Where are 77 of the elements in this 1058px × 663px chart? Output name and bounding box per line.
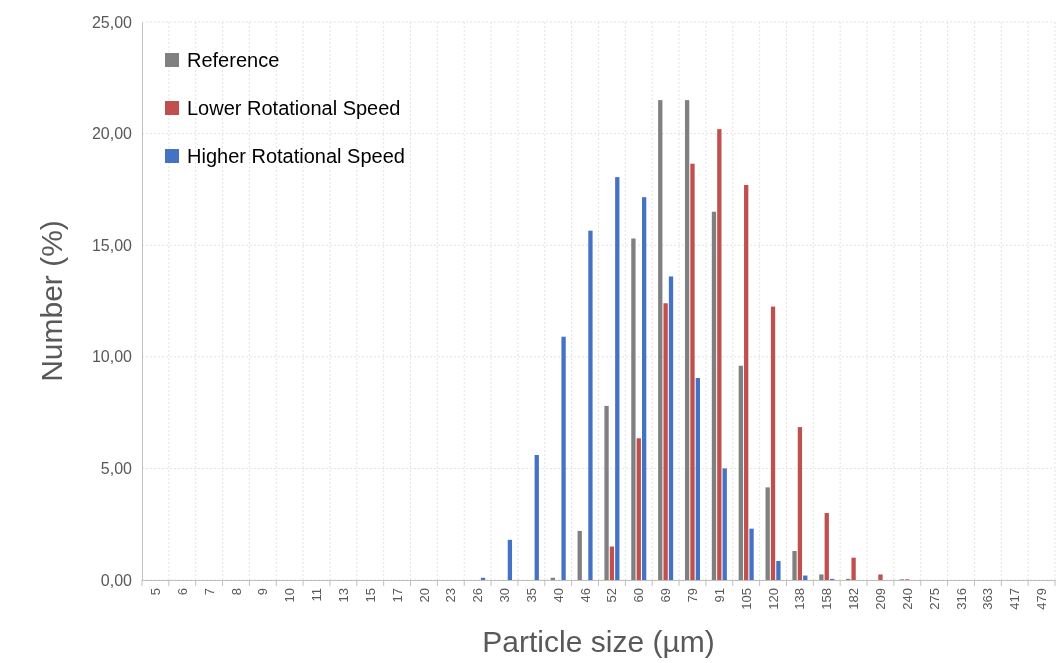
x-tick-label: 69: [658, 588, 674, 603]
bar: [668, 276, 674, 580]
x-tick-label: 52: [604, 588, 620, 603]
y-axis-title: Number (%): [35, 220, 68, 382]
bar: [658, 100, 663, 580]
bar: [636, 438, 641, 580]
bar: [631, 238, 636, 580]
x-tick-label: 9: [255, 588, 271, 596]
y-tick-label: 0,00: [100, 571, 133, 589]
bar: [534, 455, 539, 580]
bar: [749, 528, 754, 580]
x-tick-label: 91: [711, 588, 727, 603]
bar: [507, 539, 513, 580]
bar: [824, 513, 829, 580]
bar: [722, 468, 727, 580]
legend-label: Lower Rotational Speed: [187, 97, 401, 119]
x-tick-label: 23: [443, 588, 459, 603]
x-tick-label: 5: [147, 588, 163, 596]
x-tick-label: 275: [926, 588, 942, 610]
x-axis-title: Particle size (µm): [482, 625, 715, 658]
x-tick-label: 363: [980, 588, 996, 610]
x-tick-label: 209: [873, 588, 889, 610]
bar: [690, 163, 695, 580]
bar: [711, 211, 717, 580]
bar: [663, 303, 668, 580]
y-tick-label: 20,00: [91, 125, 133, 143]
bar: [561, 336, 566, 580]
x-tick-label: 30: [497, 588, 513, 603]
x-tick-label: 13: [335, 588, 351, 603]
x-tick-label: 417: [1007, 588, 1023, 610]
x-tick-label: 79: [685, 588, 701, 603]
x-tick-label: 158: [819, 588, 835, 610]
x-tick-label: 35: [523, 588, 539, 603]
y-tick-label: 5,00: [100, 460, 133, 478]
bar: [792, 550, 797, 580]
x-tick-label: 105: [738, 588, 754, 610]
bar: [717, 129, 722, 580]
bar: [604, 405, 609, 580]
x-tick-label: 11: [309, 588, 325, 602]
x-tick-label: 6: [174, 588, 190, 596]
x-tick-label: 240: [899, 588, 915, 610]
y-tick-label: 10,00: [91, 348, 133, 366]
bar: [851, 557, 856, 580]
bar: [776, 561, 781, 580]
bar: [577, 530, 582, 580]
y-tick-label: 15,00: [91, 236, 133, 254]
x-tick-label: 138: [792, 588, 808, 610]
bar: [588, 230, 593, 580]
x-tick-label: 316: [953, 588, 969, 610]
bar: [642, 197, 647, 580]
bar: [770, 306, 776, 580]
x-tick-label: 182: [846, 588, 862, 610]
x-tick-label: 40: [550, 588, 566, 603]
x-tick-label: 46: [577, 588, 593, 603]
x-tick-label: 17: [389, 588, 405, 603]
legend-label: Reference: [187, 49, 280, 71]
bar: [819, 574, 824, 580]
x-tick-label: 120: [765, 588, 781, 610]
bar: [738, 365, 743, 580]
x-tick-label: 60: [631, 588, 647, 603]
bar: [744, 184, 749, 580]
bar: [765, 487, 770, 580]
bar: [797, 427, 803, 580]
x-tick-label: 7: [201, 588, 217, 596]
x-tick-label: 26: [470, 588, 486, 603]
y-tick-label: 25,00: [91, 13, 133, 31]
x-tick-label: 10: [282, 588, 298, 603]
bar: [695, 378, 700, 580]
x-tick-label: 20: [416, 588, 432, 603]
bar: [878, 574, 883, 580]
x-tick-label: 15: [362, 588, 378, 603]
bar: [684, 100, 690, 580]
x-tick-label: 8: [228, 588, 244, 596]
x-tick-label: 479: [1034, 588, 1050, 610]
legend-label: Higher Rotational Speed: [187, 145, 405, 167]
bar: [609, 546, 615, 580]
bar: [615, 177, 620, 580]
